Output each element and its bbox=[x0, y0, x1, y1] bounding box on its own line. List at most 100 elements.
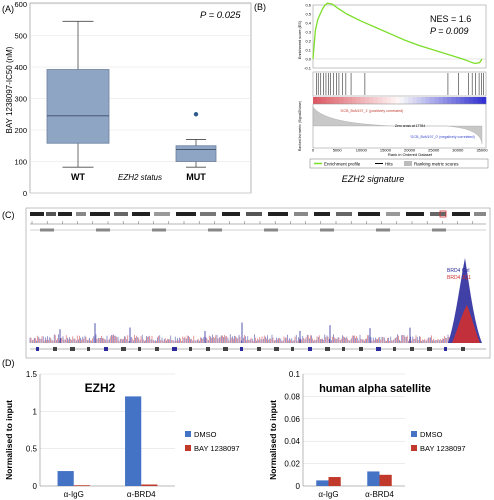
track-frame bbox=[25, 207, 491, 359]
panel-b-label: (B) bbox=[254, 2, 266, 12]
legend-ranking-metric: Ranking metric scores bbox=[414, 162, 459, 167]
annotation-block bbox=[461, 347, 465, 351]
category-label-mut: MUT bbox=[186, 172, 206, 182]
brd4-ctrl-peak bbox=[448, 258, 482, 343]
metric-gradient-cell bbox=[369, 97, 374, 104]
ezh2-chart-title: EZH2 bbox=[85, 381, 116, 395]
metric-gradient-cell bbox=[313, 97, 318, 104]
gsea-legend-box bbox=[309, 158, 489, 169]
metric-gradient-cell bbox=[343, 97, 348, 104]
gene-block bbox=[152, 228, 166, 232]
bar-dmso bbox=[316, 480, 329, 486]
legend-hits: Hits bbox=[385, 162, 393, 167]
y-axis-title: BAY 1238097-IC50 (nM) bbox=[5, 46, 14, 133]
ideogram-band bbox=[90, 212, 110, 216]
y-tick-label: 0.02 bbox=[284, 460, 300, 469]
x-axis-title: EZH2 status bbox=[118, 173, 162, 182]
es-y-tick-label: 0.4 bbox=[305, 21, 311, 26]
y-tick-label: 0 bbox=[33, 482, 38, 491]
y-tick-label: 0.06 bbox=[284, 415, 300, 424]
annotation-block bbox=[36, 347, 39, 351]
rank-x-tick-label: 10000 bbox=[356, 148, 368, 153]
rank-x-tick-label: 25000 bbox=[428, 148, 440, 153]
signature-title: EZH2 signature bbox=[342, 174, 405, 184]
metric-gradient-cell bbox=[425, 97, 431, 104]
metric-gradient-cell bbox=[408, 97, 413, 104]
metric-gradient-cell bbox=[464, 97, 469, 104]
annotation-block bbox=[155, 347, 159, 351]
category-label: α-BRD4 bbox=[127, 490, 156, 499]
gsea-panel: 0.6 0.5 0.4 0.3 0.2 0.1 0.0 -0.1 0 5000 10000 15000… bbox=[298, 3, 488, 185]
annotation-block bbox=[189, 347, 192, 351]
gene-block bbox=[96, 228, 110, 232]
y-tick-label: 100 bbox=[14, 158, 27, 167]
annotation-block bbox=[410, 347, 414, 351]
annotation-block bbox=[138, 347, 141, 351]
enrichment-profile-line bbox=[312, 2, 483, 65]
satellite-legend-bay: BAY 1238097 bbox=[420, 444, 466, 453]
metric-gradient-cell bbox=[334, 97, 340, 104]
satellite-y-axis-title: Normalised to input bbox=[268, 400, 278, 480]
annotation-block bbox=[257, 347, 261, 351]
positive-correlation-label: 'GCB_BoN197_1' (positively correlated) bbox=[340, 109, 403, 113]
ideogram-band bbox=[474, 212, 486, 216]
es-axis-title: Enrichment score (ES) bbox=[298, 20, 302, 59]
rank-x-tick-label: 0 bbox=[312, 148, 315, 153]
bar-bay bbox=[73, 485, 90, 486]
bar-bay bbox=[379, 474, 392, 486]
zero-cross-label: Zero cross at 17784 bbox=[395, 124, 425, 128]
ideogram-band bbox=[132, 212, 150, 216]
metric-gradient-cell bbox=[481, 97, 487, 104]
metric-gradient-cell bbox=[347, 97, 353, 104]
legend-metric-swatch bbox=[404, 161, 412, 166]
ideogram-band bbox=[222, 212, 240, 216]
metric-gradient-cell bbox=[317, 97, 322, 104]
metric-gradient-cell bbox=[438, 97, 444, 104]
metric-gradient-cell bbox=[356, 97, 361, 104]
metric-gradient-cell bbox=[330, 97, 335, 104]
legend-enrichment-profile: Enrichment profile bbox=[324, 162, 361, 167]
annotation-block bbox=[427, 347, 432, 351]
annotation-block bbox=[70, 347, 75, 351]
annotation-block bbox=[53, 347, 57, 351]
metric-gradient-cell bbox=[442, 97, 448, 104]
negative-correlation-label: 'GCB_BoN197_0' (negatively correlated) bbox=[410, 135, 475, 139]
metric-gradient-cell bbox=[395, 97, 400, 104]
gene-block bbox=[432, 228, 446, 232]
ideogram-band bbox=[114, 212, 128, 216]
annotation-block bbox=[342, 347, 345, 351]
annotation-block bbox=[87, 347, 90, 351]
ideogram-band bbox=[314, 212, 330, 216]
panel-c-label: (C) bbox=[2, 210, 15, 220]
rank-x-tick-label: 30000 bbox=[452, 148, 464, 153]
gene-block bbox=[264, 228, 278, 232]
panel-d-label: (D) bbox=[2, 358, 15, 368]
rank-axis-title: Rank in Ordered Dataset bbox=[388, 152, 433, 157]
ideogram-band bbox=[386, 212, 400, 216]
y-tick-label: 200 bbox=[14, 126, 27, 135]
rank-x-tick-label: 15000 bbox=[380, 148, 392, 153]
annotation-block bbox=[206, 347, 210, 351]
nes-value: NES = 1.6 bbox=[430, 14, 471, 24]
ideogram-band bbox=[268, 212, 288, 216]
annotation-block bbox=[359, 347, 363, 351]
annotation-block bbox=[325, 347, 330, 351]
metric-gradient-cell bbox=[473, 97, 478, 104]
gene-block bbox=[320, 228, 334, 232]
legend-brd4-jq1: BRD4 JQ1 bbox=[447, 275, 471, 281]
metric-gradient-cell bbox=[421, 97, 426, 104]
box-wt bbox=[46, 69, 110, 144]
y-tick-label: 0.08 bbox=[284, 392, 300, 401]
ideogram-band bbox=[294, 212, 308, 216]
metric-gradient-cell bbox=[373, 97, 379, 104]
es-y-tick-label: 0.0 bbox=[305, 57, 311, 62]
ezh2-legend-dmso-swatch bbox=[185, 431, 191, 437]
annotation-block bbox=[223, 347, 228, 351]
ideogram-band bbox=[246, 212, 262, 216]
box-mut bbox=[175, 145, 217, 162]
metric-gradient-cell bbox=[377, 97, 383, 104]
bar-dmso bbox=[367, 471, 380, 486]
y-tick-label: 500 bbox=[14, 32, 27, 41]
metric-gradient-cell bbox=[364, 97, 370, 104]
gene-block bbox=[208, 228, 222, 232]
